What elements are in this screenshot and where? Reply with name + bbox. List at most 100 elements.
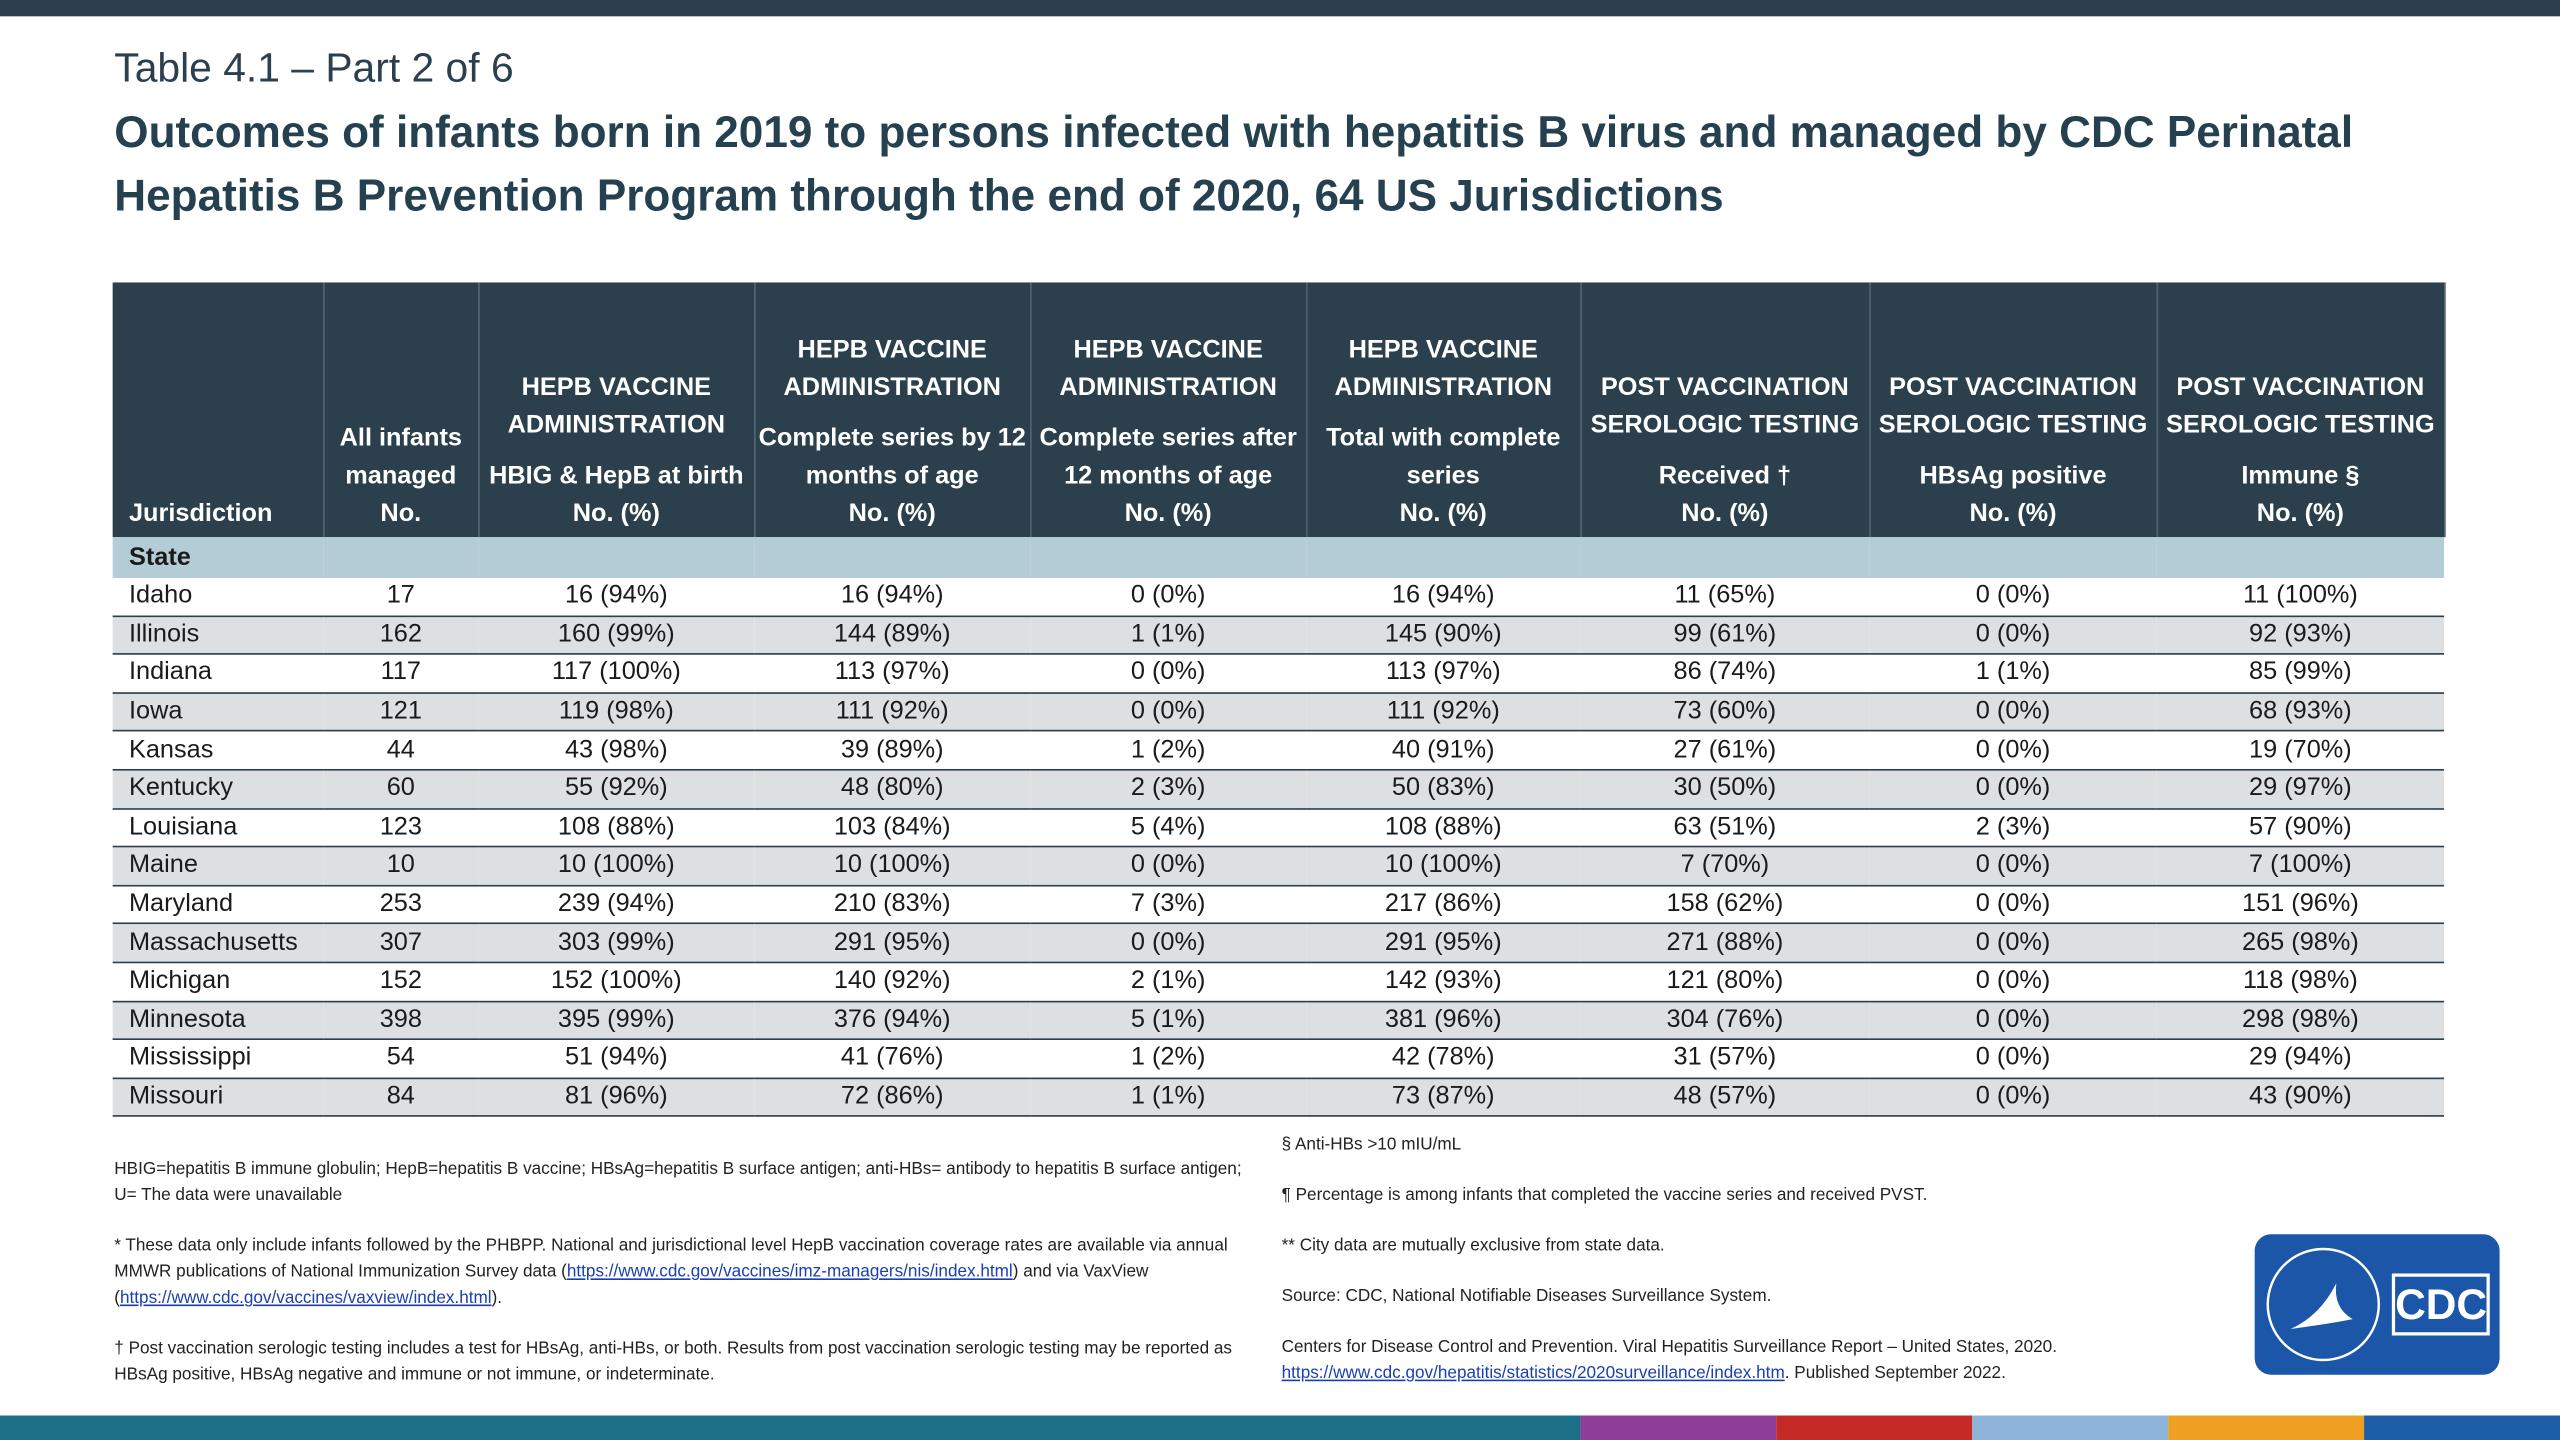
- cell: 1 (2%): [1030, 1039, 1307, 1079]
- cell: 0 (0%): [1869, 923, 2157, 964]
- cell: Indiana: [112, 654, 324, 694]
- cell: 142 (93%): [1306, 962, 1581, 1002]
- cell: 0 (0%): [1869, 846, 2157, 887]
- bottom-bar: [2168, 1415, 2365, 1440]
- cell: 151 (96%): [2156, 885, 2445, 925]
- cell: 84: [323, 1077, 479, 1118]
- column-label: HBsAg positive: [1919, 462, 2107, 490]
- cell: Louisiana: [112, 808, 324, 848]
- title: Outcomes of infants born in 2019 to pers…: [114, 107, 2354, 221]
- cell: 0 (0%): [1030, 923, 1307, 964]
- cell: 303 (99%): [478, 923, 755, 964]
- cell: 0 (0%): [1869, 1000, 2157, 1041]
- section-label: State: [112, 537, 324, 578]
- cell: 29 (94%): [2156, 1039, 2445, 1079]
- cell: 376 (94%): [754, 1000, 1031, 1041]
- column-header: POST VACCINATION SEROLOGIC TESTING HBsAg …: [1869, 282, 2158, 538]
- cell: 140 (92%): [754, 962, 1031, 1002]
- cell: Mississippi: [112, 1039, 324, 1079]
- cell: 113 (97%): [754, 654, 1031, 694]
- cell: [1306, 537, 1581, 578]
- cell: [754, 537, 1031, 578]
- column-group: POST VACCINATION SEROLOGIC TESTING: [1590, 373, 1860, 440]
- cell: 27 (61%): [1580, 731, 1870, 771]
- footnote: * These data only include infants follow…: [114, 1233, 1257, 1311]
- row: Maryland 253 239 (94%) 210 (83%) 7 (3%) 217 (…: [112, 885, 2445, 925]
- cell: 291 (95%): [754, 923, 1031, 964]
- bottom-bar: [1972, 1415, 2169, 1440]
- cell: 117: [323, 654, 479, 694]
- cell: 63 (51%): [1580, 808, 1870, 848]
- row: Kansas 44 43 (98%) 39 (89%) 1 (2%) 40 (91%) 27…: [112, 731, 2445, 771]
- column-unit: No. (%): [1681, 499, 1769, 528]
- row: Maine 10 10 (100%) 10 (100%) 0 (0%) 10 (100%)…: [112, 846, 2445, 887]
- cell: 17: [323, 577, 479, 617]
- link[interactable]: https://www.cdc.gov/vaccines/imz-manager…: [566, 1262, 1013, 1282]
- column-header: HEPB VACCINE ADMINISTRATION HBIG & HepB a…: [478, 282, 756, 538]
- cell: Maryland: [112, 885, 324, 925]
- cell: 2 (3%): [1030, 769, 1307, 810]
- cell: 1 (1%): [1030, 615, 1307, 655]
- cell: 160 (99%): [478, 615, 755, 655]
- column-group: HEPB VACCINE ADMINISTRATION: [1334, 336, 1552, 402]
- cell: 48 (80%): [754, 769, 1031, 810]
- cell: 144 (89%): [754, 615, 1031, 655]
- cell: [1869, 537, 2157, 578]
- cell: 398: [323, 1000, 479, 1041]
- cell: Illinois: [112, 615, 324, 655]
- row: Michigan 152 152 (100%) 140 (92%) 2 (1%) 142 …: [112, 962, 2445, 1002]
- column-label: Immune §: [2241, 462, 2360, 490]
- link[interactable]: https://www.cdc.gov/hepatitis/statistics…: [1281, 1363, 1785, 1383]
- column-group: HEPB VACCINE ADMINISTRATION: [507, 373, 726, 440]
- footnotes-right: § Anti-HBs >10 mIU/mL ¶ Percentage is amo…: [1282, 1131, 2196, 1410]
- column-group: POST VACCINATION SEROLOGIC TESTING: [2166, 373, 2435, 440]
- top-bar: [0, 0, 2560, 17]
- cell: 0 (0%): [1869, 731, 2157, 771]
- cell: 123: [323, 808, 479, 848]
- cell: 5 (1%): [1030, 1000, 1307, 1041]
- cell: 31 (57%): [1580, 1039, 1870, 1079]
- link[interactable]: https://www.cdc.gov/vaccines/vaxview/ind…: [119, 1288, 492, 1308]
- footnote-text: Source: CDC, National Notifiable Disease…: [1281, 1286, 1772, 1307]
- column-label: All infants managed: [339, 424, 462, 490]
- cell: 86 (74%): [1580, 654, 1870, 694]
- cell: 0 (0%): [1030, 692, 1307, 733]
- cell: 121 (80%): [1580, 962, 1870, 1002]
- cell: 30 (50%): [1580, 769, 1870, 810]
- column-header: HEPB VACCINE ADMINISTRATION Complete seri…: [754, 282, 1032, 538]
- cell: 10 (100%): [478, 846, 755, 887]
- cell: 239 (94%): [478, 885, 755, 925]
- footnote: Centers for Disease Control and Preventi…: [1282, 1334, 2196, 1386]
- bottom-bar: [2364, 1415, 2560, 1440]
- cell: 55 (92%): [478, 769, 755, 810]
- cell: 217 (86%): [1306, 885, 1581, 925]
- cell: 145 (90%): [1306, 615, 1581, 655]
- footnote: † Post vaccination serologic testing inc…: [114, 1336, 1257, 1388]
- footnote-text: † Post vaccination serologic testing inc…: [114, 1338, 1232, 1385]
- cell: 108 (88%): [1306, 808, 1581, 848]
- footnote-text: HBIG=hepatitis B immune globulin; HepB=h…: [114, 1159, 1242, 1205]
- cell: 0 (0%): [1030, 846, 1307, 887]
- cell: 0 (0%): [1869, 769, 2157, 810]
- column-label: Jurisdiction: [128, 499, 273, 528]
- cell: Idaho: [112, 577, 324, 617]
- cell: 2 (3%): [1869, 808, 2157, 848]
- data-table: Jurisdiction All infants managed No. HEPB V…: [112, 282, 2445, 1118]
- row: Idaho 17 16 (94%) 16 (94%) 0 (0%) 16 (94%) 11 …: [112, 577, 2445, 617]
- footnote-text: ** City data are mutually exclusive from…: [1281, 1235, 1665, 1256]
- cell: [1580, 537, 1870, 578]
- column-unit: No. (%): [2256, 499, 2344, 528]
- cell: 118 (98%): [2156, 962, 2445, 1002]
- row: Indiana 117 117 (100%) 113 (97%) 0 (0%) 113 (…: [112, 654, 2445, 694]
- cell: 10: [323, 846, 479, 887]
- cell: 0 (0%): [1869, 615, 2157, 655]
- column-label: Complete series by 12 months of age: [758, 424, 1026, 490]
- cell: Missouri: [112, 1077, 324, 1118]
- cell: 0 (0%): [1030, 577, 1307, 617]
- cell: 40 (91%): [1306, 731, 1581, 771]
- cell: 73 (60%): [1580, 692, 1870, 733]
- column-label: HBIG & HepB at birth: [489, 462, 744, 490]
- column-label: Complete series after 12 months of age: [1039, 424, 1297, 490]
- column-group: HEPB VACCINE ADMINISTRATION: [783, 336, 1001, 402]
